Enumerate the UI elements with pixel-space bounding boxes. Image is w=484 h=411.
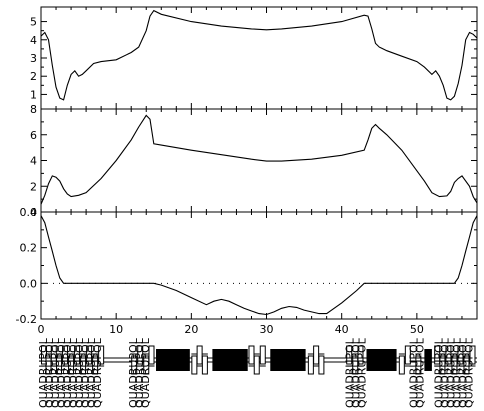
element-label: QUADRUPOL — [49, 337, 62, 408]
quadrupole-magnet — [191, 355, 198, 375]
panel-frame — [40, 211, 478, 320]
panel-frame — [40, 6, 478, 110]
x-tick-label: 20 — [184, 323, 198, 336]
quadrupole-magnet — [50, 345, 57, 365]
quadrupole-magnet — [201, 355, 208, 375]
element-label: QUADRUPOL — [139, 337, 152, 408]
element-label: QUADRUPOL — [67, 337, 80, 408]
dipole-block — [424, 349, 432, 371]
element-label: QUADRUPOL — [450, 337, 463, 408]
quadrupole-magnet — [457, 345, 464, 365]
y-tick-label: 1 — [30, 88, 37, 101]
y-tick-label: 2 — [30, 70, 37, 83]
series-line — [40, 215, 478, 316]
x-tick-label: 10 — [109, 323, 123, 336]
quadrupole-magnet — [56, 355, 63, 375]
quadrupole-magnet — [92, 355, 99, 375]
quadrupole-magnet — [398, 355, 405, 375]
series-line — [40, 114, 478, 205]
quadrupole-magnet — [415, 355, 422, 375]
element-label: QUADRUPOL — [456, 337, 469, 408]
quadrupole-magnet — [41, 345, 48, 365]
y-tick-label: 8 — [30, 103, 37, 116]
element-label: QUADRUPOL — [55, 337, 68, 408]
quadrupole-magnet — [313, 345, 320, 365]
element-label: QUADRUPOL — [61, 337, 74, 408]
y-tick-label: 0 — [30, 206, 37, 219]
element-label: QUADRUPOL — [73, 337, 86, 408]
element-label: QUADRUPOL — [133, 337, 146, 408]
panel-3: -0.20.00.20.40 10 20 30 40 50 — [16, 206, 478, 336]
x-tick-label: 0 — [38, 323, 45, 336]
panel-1: 1 2 3 4 5 — [30, 6, 478, 110]
lattice-diagram: QUADRUPOLQUADRUPOLQUADRUPOLQUADRUPOLQUAD… — [37, 337, 477, 408]
y-tick-label: 0.2 — [20, 242, 38, 255]
quadrupole-magnet — [45, 355, 52, 375]
dipole-block — [156, 349, 190, 371]
quadrupole-magnet — [445, 345, 452, 365]
x-tick-label: 40 — [335, 323, 349, 336]
element-label: QUADRUPOL — [37, 337, 50, 408]
quadrupole-magnet — [434, 345, 441, 365]
y-tick-label: -0.2 — [16, 313, 37, 326]
quadrupole-magnet — [352, 355, 359, 375]
quadrupole-magnet — [131, 355, 138, 375]
quadrupole-magnet — [196, 345, 203, 365]
quadrupole-magnet — [68, 355, 75, 375]
element-label: QUADRUPOL — [356, 337, 369, 408]
y-tick-label: 4 — [30, 155, 37, 168]
quadrupole-magnet — [86, 345, 93, 365]
element-label: QUADRUPOL — [414, 337, 427, 408]
quadrupole-magnet — [439, 355, 446, 375]
quadrupole-magnet — [62, 345, 69, 365]
element-label: QUADRUPOL — [85, 337, 98, 408]
x-tick-label: 50 — [410, 323, 424, 336]
y-tick-label: 2 — [30, 180, 37, 193]
quadrupole-magnet — [137, 345, 144, 365]
element-label: QUADRUPOL — [350, 337, 363, 408]
y-tick-label: 3 — [30, 52, 37, 65]
quadrupole-magnet — [80, 355, 87, 375]
series-line — [40, 9, 478, 101]
quadrupole-magnet — [357, 345, 364, 365]
element-label: QUADRUPOL — [444, 337, 457, 408]
y-tick-label: 0.0 — [20, 277, 38, 290]
quadrupole-magnet — [463, 355, 470, 375]
quadrupole-magnet — [259, 345, 266, 365]
dipole-block — [366, 349, 397, 371]
element-label: QUADRUPOL — [127, 337, 140, 408]
quadrupole-magnet — [143, 355, 150, 375]
y-tick-label: 4 — [30, 34, 37, 47]
element-label: QUADRUPOL — [91, 337, 104, 408]
quadrupole-magnet — [318, 355, 325, 375]
element-label: QUADRUPOL — [432, 337, 445, 408]
y-tick-label: 5 — [30, 16, 37, 29]
element-label: QUADRUPOL — [438, 337, 451, 408]
quadrupole-magnet — [469, 345, 476, 365]
quadrupole-magnet — [74, 345, 81, 365]
quadrupole-magnet — [404, 345, 411, 365]
quadrupole-magnet — [148, 345, 155, 365]
quadrupole-magnet — [248, 345, 255, 365]
quadrupole-magnet — [98, 345, 105, 365]
dipole-block — [270, 349, 306, 371]
x-tick-label: 30 — [260, 323, 274, 336]
dipole-block — [212, 349, 248, 371]
element-label: QUADRUPOL — [408, 337, 421, 408]
quadrupole-magnet — [346, 345, 353, 365]
element-label: QUADRUPOL — [43, 337, 56, 408]
y-tick-label: 6 — [30, 129, 37, 142]
element-label: QUADRUPOL — [79, 337, 92, 408]
quadrupole-magnet — [253, 355, 260, 375]
y-tick-label: 0.4 — [20, 206, 38, 219]
quadrupole-magnet — [451, 355, 458, 375]
quadrupole-magnet — [307, 355, 314, 375]
element-label: QUADRUPOL — [344, 337, 357, 408]
element-label: QUADRUPOL — [462, 337, 475, 408]
panel-2: 0 2 4 6 8 — [30, 103, 478, 219]
